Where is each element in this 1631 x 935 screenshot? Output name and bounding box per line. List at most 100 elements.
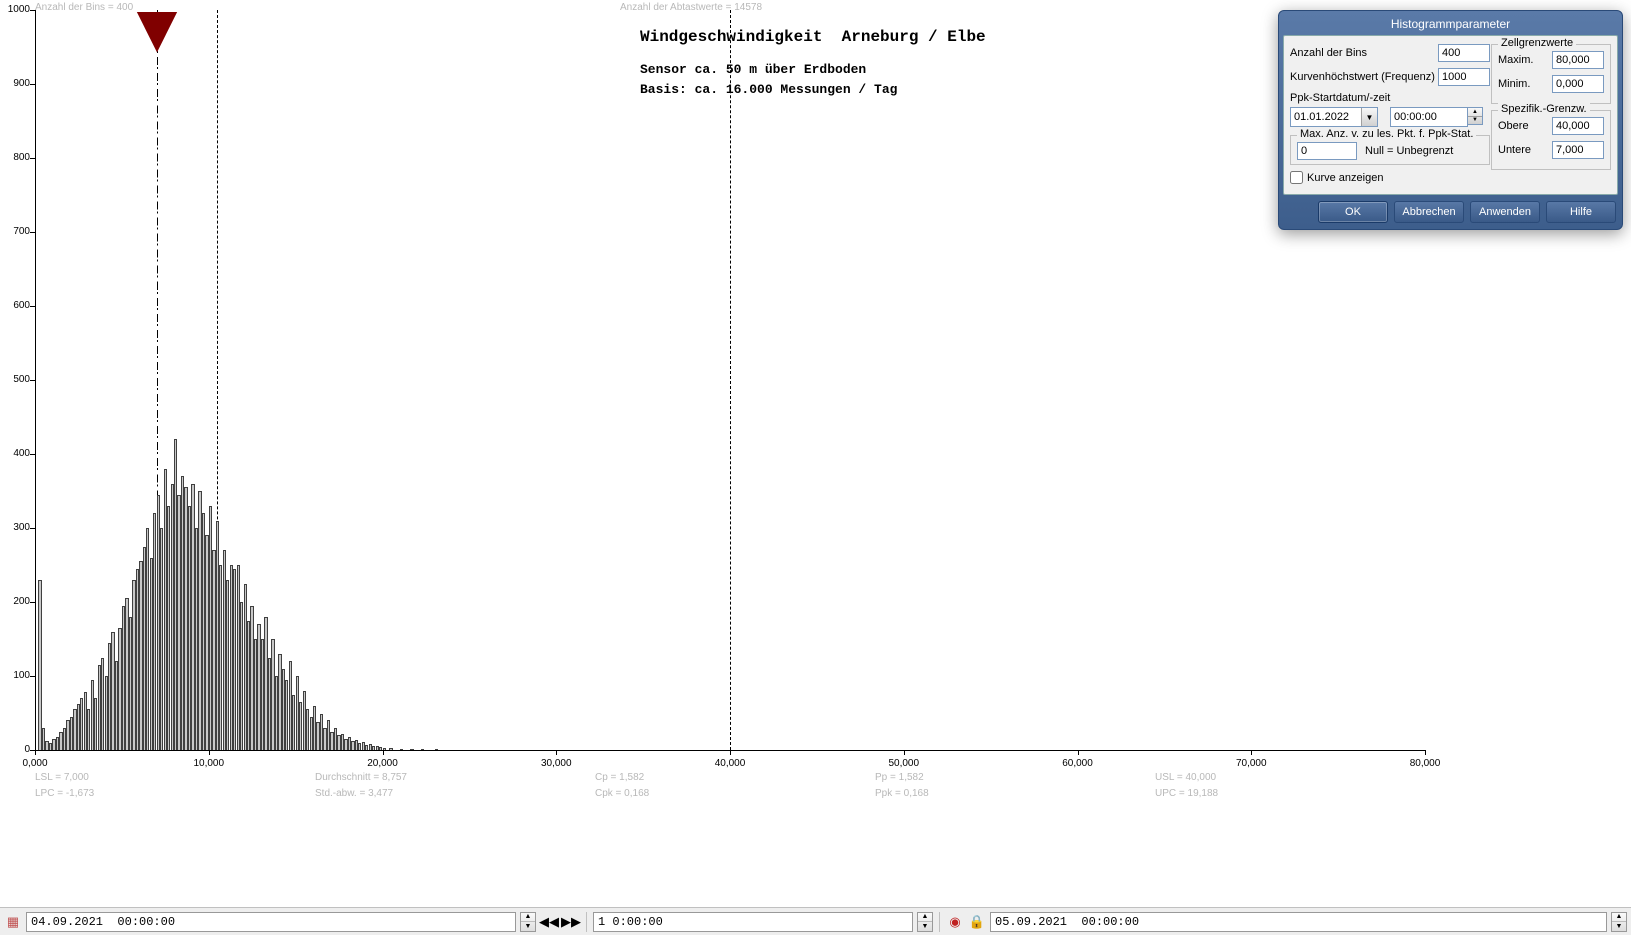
step-back-icon[interactable]: ◀◀ (540, 913, 558, 931)
ppk-date-input[interactable] (1291, 108, 1361, 126)
apply-button[interactable]: Anwenden (1470, 201, 1540, 223)
cell-max-input[interactable] (1552, 51, 1604, 69)
x-tick (556, 750, 557, 755)
spin-down-icon[interactable]: ▼ (1612, 922, 1626, 931)
spec-legend: Spezifik.-Grenzw. (1498, 103, 1590, 115)
spin-down-icon[interactable]: ▼ (521, 922, 535, 931)
cell-min-label: Minim. (1498, 78, 1552, 90)
spec-lower-label: Untere (1498, 144, 1552, 156)
histogram-bar (421, 749, 424, 750)
cell-max-label: Maxim. (1498, 54, 1552, 66)
spin-up-icon[interactable]: ▲ (1612, 913, 1626, 923)
end-spinner[interactable]: ▲▼ (1611, 912, 1627, 932)
step-fwd-icon[interactable]: ▶▶ (562, 913, 580, 931)
lock-icon[interactable]: 🔒 (968, 913, 986, 931)
x-tick (209, 750, 210, 755)
cell-legend: Zellgrenzwerte (1498, 37, 1576, 49)
calendar-icon[interactable]: ▦ (4, 913, 22, 931)
spec-limits-fieldset: Spezifik.-Grenzw. Obere Untere (1491, 110, 1611, 170)
ok-button[interactable]: OK (1318, 201, 1388, 223)
stat-cp: Cp = 1,582 (595, 772, 644, 783)
stat-lsl: LSL = 7,000 (35, 772, 89, 783)
ppk-time-combo[interactable] (1390, 107, 1468, 127)
x-tick-label: 70,000 (1236, 758, 1267, 769)
maxpts-legend: Max. Anz. v. zu les. Pkt. f. Ppk-Stat. (1297, 128, 1476, 140)
y-tick-label: 700 (2, 226, 30, 237)
stat-cpk: Cpk = 0,168 (595, 788, 649, 799)
x-tick-label: 60,000 (1062, 758, 1093, 769)
duration-spinner[interactable]: ▲▼ (917, 912, 933, 932)
x-tick (1078, 750, 1079, 755)
spec-lower-input[interactable] (1552, 141, 1604, 159)
spec-upper-input[interactable] (1552, 117, 1604, 135)
x-tick-label: 80,000 (1410, 758, 1441, 769)
x-tick-label: 10,000 (193, 758, 224, 769)
histogram-bar (38, 580, 41, 750)
stat-std: Std.-abw. = 3,477 (315, 788, 393, 799)
spin-up-icon[interactable]: ▲ (521, 913, 535, 923)
x-tick (1251, 750, 1252, 755)
histogram-bars-container (35, 10, 1425, 750)
ppk-date-combo[interactable]: ▼ (1290, 107, 1378, 127)
y-tick-label: 500 (2, 374, 30, 385)
histogram-bar (400, 749, 403, 750)
time-spinner[interactable]: ▲▼ (1467, 107, 1483, 125)
y-tick-label: 1000 (2, 4, 30, 15)
maxfreq-input[interactable] (1438, 68, 1490, 86)
spin-down-icon[interactable]: ▼ (918, 922, 932, 931)
clock-icon[interactable]: ◉ (946, 913, 964, 931)
y-tick-label: 300 (2, 522, 30, 533)
x-tick (383, 750, 384, 755)
x-tick (730, 750, 731, 755)
spec-upper-label: Obere (1498, 120, 1552, 132)
x-tick-label: 50,000 (888, 758, 919, 769)
stat-lpc: LPC = -1,673 (35, 788, 94, 799)
start-spinner[interactable]: ▲▼ (520, 912, 536, 932)
start-datetime-input[interactable] (26, 912, 516, 932)
x-tick (904, 750, 905, 755)
x-tick (1425, 750, 1426, 755)
x-tick-label: 20,000 (367, 758, 398, 769)
y-tick-label: 200 (2, 596, 30, 607)
maxfreq-label: Kurvenhöchstwert (Frequenz) (1290, 71, 1438, 83)
spin-down-icon[interactable]: ▼ (1468, 117, 1482, 125)
x-tick-label: 30,000 (541, 758, 572, 769)
show-curve-checkbox[interactable] (1290, 171, 1303, 184)
help-button[interactable]: Hilfe (1546, 201, 1616, 223)
show-curve-label: Kurve anzeigen (1307, 172, 1383, 184)
y-tick-label: 900 (2, 78, 30, 89)
x-tick-label: 40,000 (715, 758, 746, 769)
histogram-bar (410, 749, 413, 750)
bins-label: Anzahl der Bins (1290, 47, 1438, 59)
y-tick-label: 400 (2, 448, 30, 459)
histogram-params-dialog: Histogrammparameter Anzahl der Bins Kurv… (1278, 10, 1623, 230)
stat-pp: Pp = 1,582 (875, 772, 924, 783)
stat-ppk: Ppk = 0,168 (875, 788, 929, 799)
maxpts-input[interactable] (1297, 142, 1357, 160)
stat-avg: Durchschnitt = 8,757 (315, 772, 407, 783)
x-tick (35, 750, 36, 755)
y-tick-label: 0 (2, 744, 30, 755)
y-tick-label: 600 (2, 300, 30, 311)
lsl-marker-icon (139, 12, 175, 48)
y-tick-label: 800 (2, 152, 30, 163)
ppk-date-label: Ppk-Startdatum/-zeit (1290, 92, 1490, 104)
cell-limits-fieldset: Zellgrenzwerte Maxim. Minim. (1491, 44, 1611, 104)
histogram-bar (435, 749, 438, 750)
end-datetime-input[interactable] (990, 912, 1607, 932)
duration-input[interactable] (593, 912, 913, 932)
bins-input[interactable] (1438, 44, 1490, 62)
maxpts-fieldset: Max. Anz. v. zu les. Pkt. f. Ppk-Stat. N… (1290, 135, 1490, 165)
stat-upc: UPC = 19,188 (1155, 788, 1218, 799)
cell-min-input[interactable] (1552, 75, 1604, 93)
histogram-bar (383, 748, 386, 750)
dropdown-icon[interactable]: ▼ (1361, 108, 1377, 126)
maxpts-hint: Null = Unbegrenzt (1365, 145, 1453, 157)
ppk-time-input[interactable] (1391, 108, 1451, 126)
y-tick-label: 100 (2, 670, 30, 681)
spin-up-icon[interactable]: ▲ (918, 913, 932, 923)
histogram-bar (389, 748, 392, 750)
stat-usl: USL = 40,000 (1155, 772, 1216, 783)
cancel-button[interactable]: Abbrechen (1394, 201, 1464, 223)
spin-up-icon[interactable]: ▲ (1468, 108, 1482, 117)
